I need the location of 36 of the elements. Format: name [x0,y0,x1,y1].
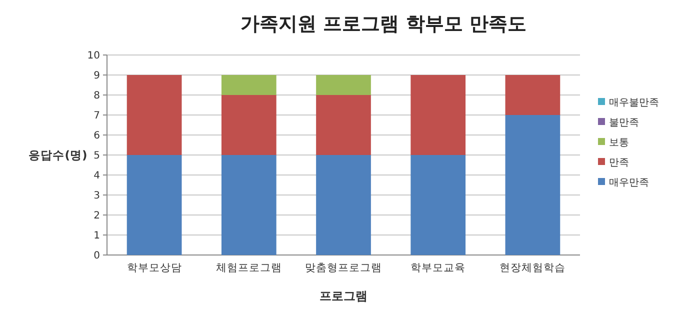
bar [316,95,371,155]
bar [221,95,276,155]
y-tick-label: 8 [94,90,100,102]
x-tick-label: 학부모상담 [126,262,182,274]
x-tick-label: 체험프로그램 [216,262,282,274]
y-tick-label: 4 [94,170,100,182]
x-axis-title: 프로그램 [320,289,368,303]
x-tick-label: 학부모교육 [410,262,466,274]
y-tick-label: 5 [94,150,100,162]
legend-label: 매우만족 [609,178,649,188]
y-tick-label: 6 [94,130,100,142]
y-tick-label: 1 [94,230,100,242]
legend-label: 불만족 [609,118,639,128]
x-tick-label: 현장체험학습 [500,262,566,274]
bar [505,75,560,115]
bar [126,155,182,255]
y-tick-label: 0 [94,250,100,262]
bar [505,115,560,255]
y-tick-label: 10 [87,50,100,62]
y-tick-label: 3 [94,190,100,202]
y-tick-label: 7 [94,110,100,122]
legend-label: 만족 [609,158,629,168]
x-tick-label: 맞춤형프로그램 [305,262,382,274]
bar [126,75,182,155]
legend-label: 매우불만족 [609,98,659,108]
y-axis-title: 응답수(명) [28,148,88,162]
bar [410,155,466,255]
y-tick-label: 2 [94,210,100,222]
y-tick-label: 9 [94,70,100,82]
chart-title: 가족지원 프로그램 학부모 만족도 [240,13,526,35]
bar [316,155,371,255]
bar [221,75,276,95]
bar [316,75,371,95]
bar [410,75,466,155]
legend-label: 보통 [609,138,629,148]
bar [221,155,276,255]
